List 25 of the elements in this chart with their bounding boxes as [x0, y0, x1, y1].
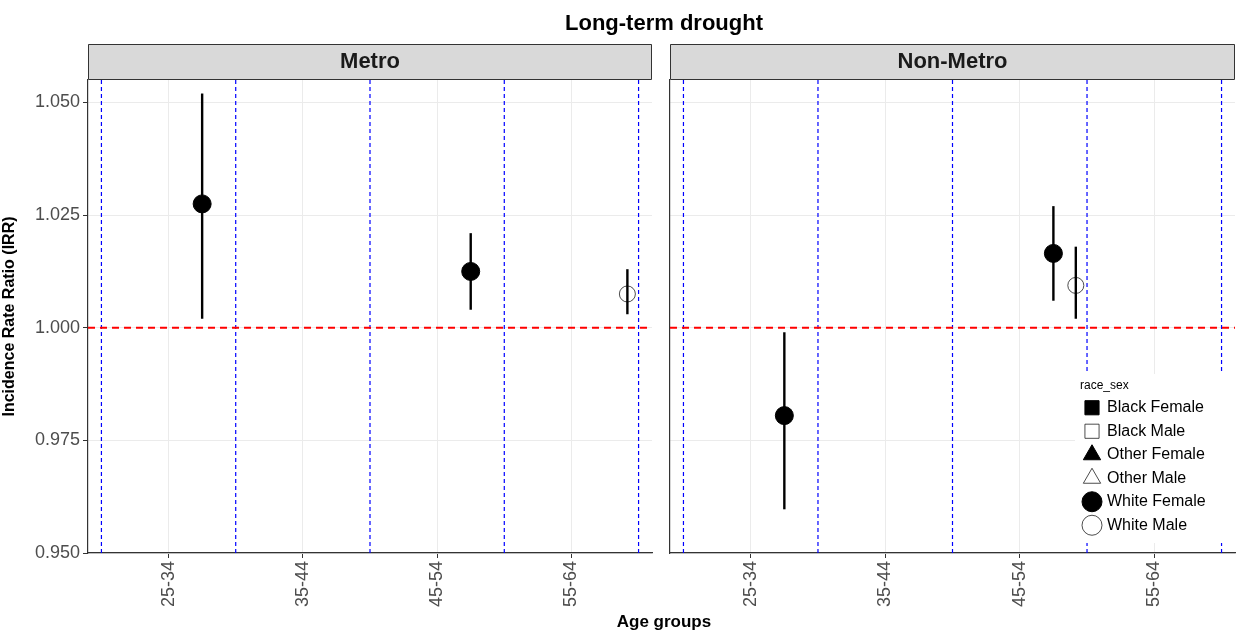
- x-tick-label: 45-54: [1008, 561, 1029, 608]
- chart-subtitle: Non-Metro: [897, 48, 1008, 74]
- y-tick-label: 1.000: [34, 316, 80, 337]
- x-tick-label: 55-64: [560, 561, 581, 608]
- y-tick-label: 0.950: [34, 541, 80, 562]
- x-tick-label: 25-34: [739, 561, 760, 608]
- x-tick-label: 25-34: [157, 561, 178, 608]
- legend-label: Other Female: [1107, 445, 1205, 463]
- legend-label: Black Male: [1107, 421, 1186, 439]
- x-tick-label: 35-44: [874, 561, 895, 608]
- x-axis-title: Age groups: [615, 612, 713, 632]
- legend-label: White Male: [1107, 515, 1188, 533]
- legend-label: White Female: [1107, 492, 1206, 510]
- y-tick-label: 1.025: [34, 204, 80, 225]
- y-tick-label: 1.050: [34, 91, 80, 112]
- chart-subtitle: Metro: [340, 48, 400, 74]
- x-tick-label: 45-54: [426, 561, 447, 608]
- legend-label: Other Male: [1107, 468, 1187, 486]
- chart-title: Long-term drought: [564, 10, 764, 36]
- legend-label: Black Female: [1107, 398, 1205, 416]
- x-tick-label: 55-64: [1143, 561, 1164, 608]
- y-tick-label: 0.975: [34, 429, 80, 450]
- x-tick-label: 35-44: [291, 561, 312, 608]
- legend-title: race_sex: [1080, 378, 1129, 393]
- y-axis-title: Incidence Rate Ratio (IRR): [0, 216, 18, 417]
